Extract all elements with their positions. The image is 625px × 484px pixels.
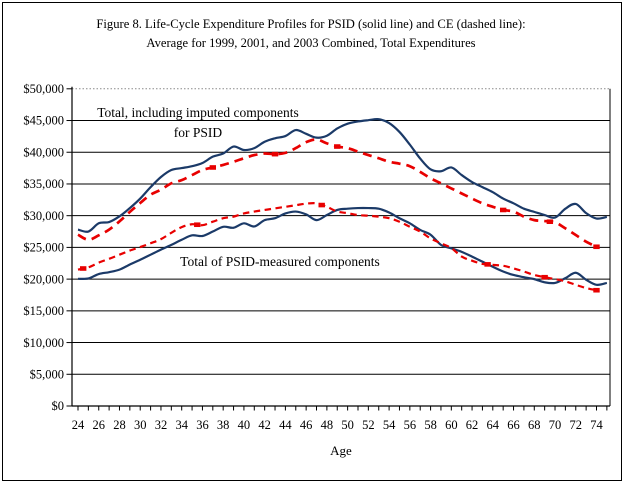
dash-marker-ce_measured <box>541 274 548 280</box>
x-tick-label: 46 <box>300 418 313 432</box>
dash-marker-ce_total <box>334 144 341 149</box>
y-tick-label: $15,000 <box>23 304 64 318</box>
y-tick-label: $35,000 <box>23 177 64 191</box>
figure-title-line1: Figure 8. Life-Cycle Expenditure Profile… <box>96 17 525 31</box>
x-tick-label: 60 <box>445 418 458 432</box>
dash-marker-ce_total <box>593 244 600 250</box>
annotation-2: Total of PSID-measured components <box>180 254 380 269</box>
x-tick-label: 44 <box>279 418 292 432</box>
x-tick-label: 42 <box>258 418 271 432</box>
dash-marker-ce_measured <box>194 222 201 228</box>
x-tick-label: 64 <box>487 418 500 432</box>
x-tick-label: 54 <box>383 418 396 432</box>
series-psid_measured <box>77 206 608 287</box>
x-tick-label: 40 <box>238 418 251 432</box>
y-tick-label: $5,000 <box>30 367 64 381</box>
series-psid_total <box>77 118 608 233</box>
figure-title-line2: Average for 1999, 2001, and 2003 Combine… <box>146 36 475 50</box>
x-tick-label: 28 <box>113 418 126 432</box>
series-ce_total <box>77 138 598 248</box>
x-tick-label: 52 <box>362 418 375 432</box>
x-tick-label: 72 <box>570 418 583 432</box>
dash-marker-ce_measured <box>79 266 87 271</box>
x-tick-label: 26 <box>92 418 105 432</box>
series-ce_measured <box>77 201 597 292</box>
plot-area: $0 $5,000 $10,000 $15,000 $20,000 $25,000 $30,… <box>23 82 611 458</box>
y-tick-label: $50,000 <box>23 82 64 96</box>
y-tick-label: $10,000 <box>23 336 64 350</box>
x-tick-label: 62 <box>466 418 479 432</box>
x-tick-label: 70 <box>549 418 562 432</box>
annotation-0: Total, including imputed components <box>97 105 299 120</box>
dash-marker-ce_total <box>271 151 279 157</box>
x-tick-label: 66 <box>507 418 520 432</box>
x-tick-label: 34 <box>175 418 188 432</box>
x-tick-label: 68 <box>528 418 541 432</box>
y-tick-label: $25,000 <box>23 241 64 255</box>
y-tick-label: $0 <box>52 399 65 413</box>
y-tick-label: $40,000 <box>23 145 64 159</box>
y-tick-label: $45,000 <box>23 114 64 128</box>
x-tick-label: 38 <box>217 418 230 432</box>
x-tick-label: 24 <box>72 418 85 432</box>
dash-marker-ce_measured <box>318 202 325 208</box>
y-tick-label: $20,000 <box>23 272 64 286</box>
annotation-1: for PSID <box>174 125 223 140</box>
x-tick-label: 48 <box>321 418 334 432</box>
dash-marker-ce_total <box>546 219 554 225</box>
x-tick-label: 36 <box>196 418 209 432</box>
x-tick-label: 58 <box>424 418 437 432</box>
x-tick-label: 50 <box>341 418 354 432</box>
dash-marker-ce_measured <box>484 262 491 267</box>
y-tick-label: $30,000 <box>23 209 64 223</box>
dash-marker-ce_total <box>209 165 217 170</box>
x-axis-title: Age <box>330 443 352 458</box>
dash-marker-ce_total <box>499 207 507 213</box>
x-tick-label: 56 <box>404 418 417 432</box>
x-tick-label: 32 <box>155 418 168 432</box>
x-tick-label: 30 <box>134 418 147 432</box>
x-tick-label: 74 <box>590 418 603 432</box>
dash-marker-ce_measured <box>593 287 600 293</box>
